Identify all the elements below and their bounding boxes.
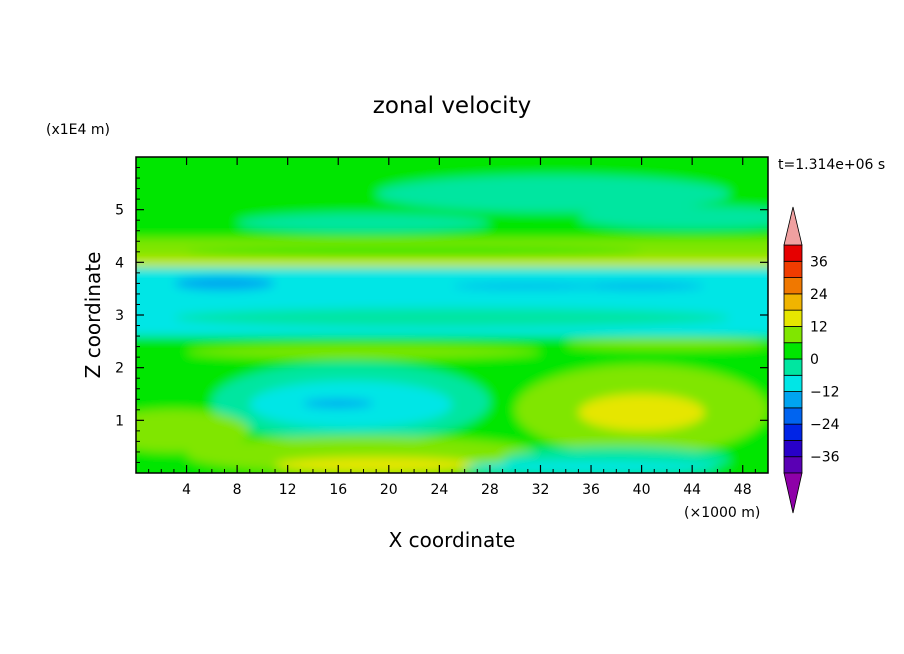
blue-core xyxy=(302,399,374,408)
upper-teal-streak-3 xyxy=(237,213,490,233)
y-tick-label: 3 xyxy=(115,308,124,324)
colorbar-segment xyxy=(783,260,803,278)
x-unit-label: (×1000 m) xyxy=(684,505,760,521)
colorbar: 36 24 12 0 −12 −24 −36 xyxy=(783,206,840,514)
y-tick-label: 5 xyxy=(115,203,124,219)
left-green-patch xyxy=(136,409,250,452)
y-tick-label: 4 xyxy=(115,255,124,271)
blue-streak-2 xyxy=(578,282,705,290)
upper-teal-streak xyxy=(376,175,731,213)
colorbar-tick-label: 12 xyxy=(810,319,828,335)
x-tick-label: 20 xyxy=(380,482,398,498)
time-label: t=1.314e+06 s xyxy=(778,157,885,173)
colorbar-segment xyxy=(783,374,803,392)
x-tick-label: 8 xyxy=(233,482,242,498)
x-tick-label: 44 xyxy=(683,482,701,498)
upper-teal-streak-2 xyxy=(578,205,768,230)
colorbar-segment xyxy=(783,407,803,425)
colorbar-segment xyxy=(783,423,803,441)
x-axis-ticks: 4 8 12 16 20 24 28 32 36 40 44 48 xyxy=(148,157,756,498)
colorbar-segment xyxy=(783,277,803,295)
colorbar-segment xyxy=(783,293,803,311)
contour-field xyxy=(136,157,768,473)
y-tick-label: 2 xyxy=(115,361,124,377)
y-unit-label: (x1E4 m) xyxy=(46,122,110,138)
y-axis-ticks: 1 2 3 4 5 xyxy=(115,167,768,463)
x-tick-label: 12 xyxy=(279,482,297,498)
x-tick-label: 48 xyxy=(734,482,752,498)
jet-inner-streak xyxy=(186,247,642,257)
x-tick-label: 28 xyxy=(481,482,499,498)
blue-patch xyxy=(173,276,276,291)
x-tick-label: 24 xyxy=(430,482,448,498)
x-tick-label: 16 xyxy=(329,482,347,498)
x-axis-label: X coordinate xyxy=(389,528,516,552)
x-tick-label: 4 xyxy=(182,482,191,498)
field-layers xyxy=(136,157,768,473)
teal-streak xyxy=(173,308,731,328)
colorbar-tick-label: 0 xyxy=(810,352,819,368)
colorbar-tick-label: −24 xyxy=(810,417,840,433)
colorbar-tick-label: −12 xyxy=(810,385,840,401)
colorbar-segment xyxy=(783,440,803,458)
mid-green-streak xyxy=(186,345,541,359)
colorbar-extend-bottom xyxy=(783,472,803,514)
colorbar-tick-label: −36 xyxy=(810,450,840,466)
colorbar-segment xyxy=(783,391,803,409)
mid-green-streak-2 xyxy=(565,338,768,350)
blue-streak xyxy=(452,283,604,289)
y-tick-label: 1 xyxy=(115,413,124,429)
colorbar-segment xyxy=(783,342,803,360)
colorbar-segment xyxy=(783,358,803,376)
colorbar-segment xyxy=(783,326,803,344)
x-tick-label: 36 xyxy=(582,482,600,498)
x-tick-label: 32 xyxy=(532,482,550,498)
y-axis-label: Z coordinate xyxy=(81,252,105,379)
colorbar-segment xyxy=(783,456,803,474)
colorbar-extend-top xyxy=(783,206,803,246)
upper-green-patch xyxy=(136,157,288,179)
chart-title: zonal velocity xyxy=(373,93,531,119)
yellow-green-blob xyxy=(578,394,705,431)
colorbar-tick-label: 24 xyxy=(810,287,828,303)
jet-yellow-line xyxy=(136,259,768,265)
colorbar-segment xyxy=(783,244,803,262)
x-tick-label: 40 xyxy=(633,482,651,498)
colorbar-tick-label: 36 xyxy=(810,254,828,270)
colorbar-segment xyxy=(783,309,803,327)
